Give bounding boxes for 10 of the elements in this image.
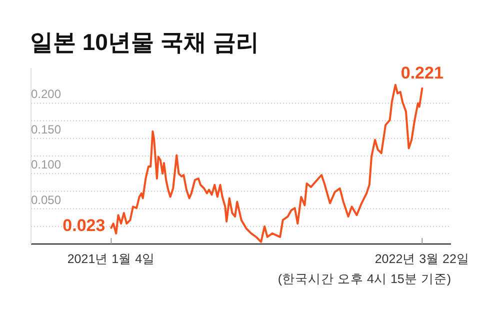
y-tick-label: 0.050 <box>31 192 62 207</box>
x-tick-label: 2022년 3월 22일 <box>374 252 470 266</box>
chart-title: 일본 10년물 국채 금리 <box>30 29 259 55</box>
y-tick-label: 0.150 <box>31 122 62 136</box>
annotation: 0.221 <box>400 63 444 82</box>
annotation: 0.023 <box>62 216 106 235</box>
y-tick-label: 0.100 <box>31 158 62 172</box>
text: (한국시간 오후 4시 15분 기준) <box>278 272 451 286</box>
y-tick-label: 0.200 <box>31 87 62 102</box>
x-tick-label: 2021년 1월 4일 <box>67 252 156 266</box>
